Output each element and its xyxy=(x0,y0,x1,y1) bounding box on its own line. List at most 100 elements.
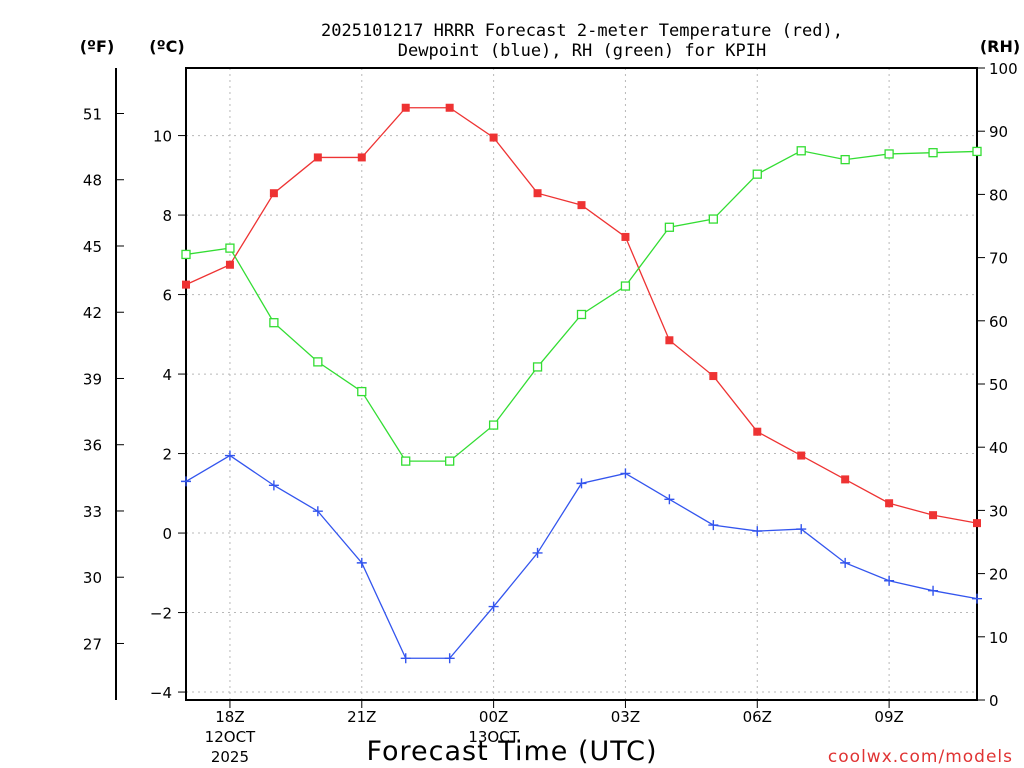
fahrenheit-tick-label: 33 xyxy=(83,503,102,521)
2-meter-temperature-point xyxy=(841,475,850,484)
2-meter-temperature-point xyxy=(665,336,674,345)
dewpoint-point xyxy=(708,520,719,531)
rh-tick-label: 50 xyxy=(989,376,1008,394)
rh-point xyxy=(488,420,499,430)
dewpoint-point xyxy=(356,557,367,568)
rh-line xyxy=(185,150,978,462)
2-meter-temperature-point xyxy=(577,201,586,210)
rh-point xyxy=(928,148,938,158)
fahrenheit-tick-label: 45 xyxy=(83,238,102,256)
x-axis-ticks: 18Z 12OCT 2025 21Z 00Z 13OCT 03Z 06Z 09Z xyxy=(205,700,904,766)
dewpoint-point xyxy=(268,480,279,491)
2-meter-temperature-point xyxy=(182,280,190,289)
dewpoint-point xyxy=(796,524,807,535)
celsius-tick-label: −4 xyxy=(150,684,172,702)
2-meter-temperature-point xyxy=(533,189,542,198)
fahrenheit-tick-label: 51 xyxy=(83,105,102,123)
celsius-tick-label: 6 xyxy=(162,287,172,305)
rh-tick-label: 10 xyxy=(989,629,1008,647)
dewpoint-point xyxy=(752,526,763,537)
2-meter-temperature-point xyxy=(709,372,718,381)
rh-tick-label: 0 xyxy=(989,692,999,710)
dewpoint-point xyxy=(664,494,675,505)
axis-ticks: −4 −2 0 2 4 6 8 10 27 30 33 36 39 42 45 48 51 0 10 20 30 40 50… xyxy=(83,60,1018,710)
watermark-link[interactable]: coolwx.com/models xyxy=(828,747,1013,767)
dewpoint-point xyxy=(400,653,411,664)
celsius-unit-label: (ºC) xyxy=(149,37,184,56)
rh-point xyxy=(576,309,587,320)
rh-tick-label: 30 xyxy=(989,502,1008,520)
2-meter-temperature-series xyxy=(182,103,981,528)
rh-point xyxy=(313,357,323,367)
celsius-tick-label: 0 xyxy=(162,525,172,543)
rh-point xyxy=(708,214,718,224)
rh-series xyxy=(181,146,982,466)
fahrenheit-tick-label: 39 xyxy=(83,370,102,388)
rh-point xyxy=(972,146,982,157)
celsius-tick-label: 4 xyxy=(162,366,172,384)
dewpoint-point xyxy=(972,593,982,604)
2-meter-temperature-point xyxy=(621,232,630,241)
rh-tick-label: 40 xyxy=(989,439,1008,457)
2-meter-temperature-point xyxy=(313,153,322,162)
2-meter-temperature-point xyxy=(489,133,498,142)
rh-point xyxy=(664,222,675,232)
2-meter-temperature-point xyxy=(885,499,894,508)
dewpoint-point xyxy=(312,506,323,517)
rh-point xyxy=(357,386,367,397)
2-meter-temperature-point xyxy=(929,511,938,520)
x-tick-label: 13OCT xyxy=(468,728,519,746)
dewpoint-point xyxy=(576,478,587,489)
celsius-tick-label: 10 xyxy=(153,128,172,146)
rh-point xyxy=(884,149,894,159)
dewpoint-point xyxy=(181,476,191,487)
celsius-tick-label: 8 xyxy=(162,207,172,225)
x-tick-label: 09Z xyxy=(874,708,903,726)
x-tick-label: 12OCT xyxy=(205,728,256,746)
rh-point xyxy=(840,154,850,165)
rh-point xyxy=(181,249,191,260)
2-meter-temperature-point xyxy=(797,451,806,460)
fahrenheit-tick-label: 48 xyxy=(83,172,102,190)
celsius-tick-label: −2 xyxy=(150,605,172,623)
rh-point xyxy=(225,243,235,253)
rh-point xyxy=(532,362,543,372)
2-meter-temperature-point xyxy=(445,103,454,112)
rh-tick-label: 80 xyxy=(989,186,1008,204)
rh-tick-label: 70 xyxy=(989,250,1008,268)
rh-unit-label: (RH) xyxy=(980,37,1020,56)
dewpoint-point xyxy=(840,557,851,568)
rh-tick-label: 60 xyxy=(989,313,1008,331)
2-meter-temperature-point xyxy=(401,103,410,112)
dewpoint-point xyxy=(532,547,543,558)
chart-title-line-1: 2025101217 HRRR Forecast 2-meter Tempera… xyxy=(321,21,843,41)
rh-point xyxy=(752,169,762,179)
x-tick-label: 06Z xyxy=(743,708,772,726)
fahrenheit-tick-label: 27 xyxy=(83,635,102,653)
rh-point xyxy=(269,318,279,328)
x-tick-label: 21Z xyxy=(347,708,376,726)
2-meter-temperature-point xyxy=(753,427,762,436)
rh-point xyxy=(620,281,631,291)
2-meter-temperature-point xyxy=(973,519,981,528)
x-axis-title: Forecast Time (UTC) xyxy=(366,736,657,767)
x-tick-label: 2025 xyxy=(211,748,249,766)
celsius-tick-label: 2 xyxy=(162,446,172,464)
dewpoint-point xyxy=(444,653,455,664)
rh-point xyxy=(401,456,411,466)
2-meter-temperature-point xyxy=(357,153,366,162)
rh-tick-label: 20 xyxy=(989,566,1008,584)
fahrenheit-tick-label: 42 xyxy=(83,304,102,322)
data-series xyxy=(181,103,982,664)
rh-tick-label: 90 xyxy=(989,123,1008,141)
dewpoint-point xyxy=(620,468,631,479)
dewpoint-point xyxy=(884,575,895,586)
fahrenheit-tick-label: 30 xyxy=(83,569,102,587)
plot-frame xyxy=(185,67,978,701)
rh-point xyxy=(796,146,806,156)
dewpoint-point xyxy=(224,450,235,461)
x-tick-label: 00Z xyxy=(479,708,508,726)
2-meter-temperature-point xyxy=(269,189,278,198)
x-tick-label: 18Z xyxy=(215,708,244,726)
